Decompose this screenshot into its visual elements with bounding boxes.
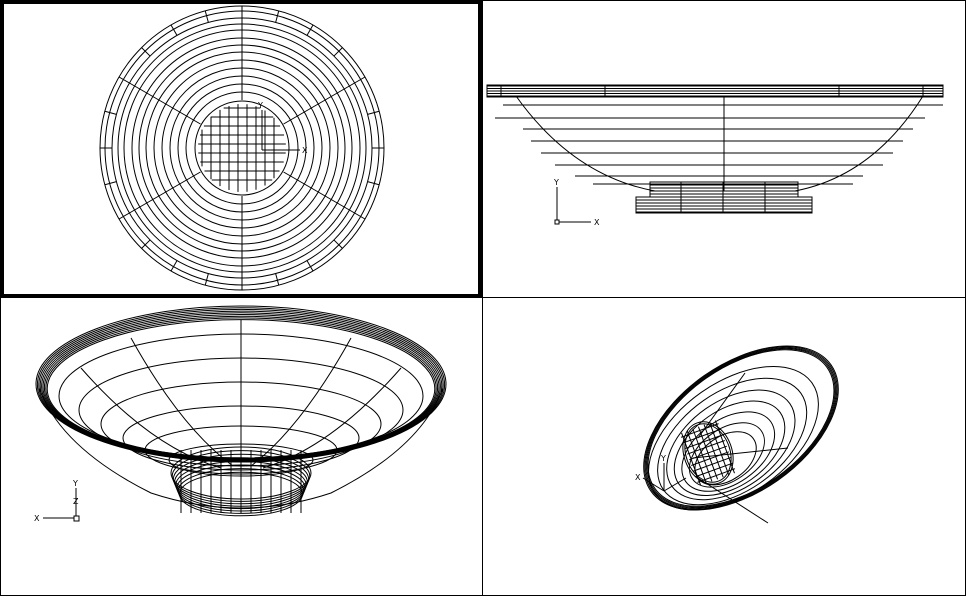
front-axis-x-label: X [594,218,600,227]
persp-axis-y-label: Y [72,479,78,488]
viewport-front[interactable]: X Y [482,0,966,298]
persp-axis-gizmo: X Y Z [34,479,80,523]
viewport-top[interactable]: X Y [0,0,482,298]
persp-axis-z-label: Z [73,497,79,506]
top-view-drawing: X Y [99,5,385,291]
top-axis-x-label: X [302,146,308,155]
viewport-perspective[interactable]: X Y Z [0,297,483,596]
iso-axis-x-label: X [635,473,641,482]
front-axis-gizmo: X Y [553,178,600,227]
iso-axis-y-label: Y [660,454,666,463]
top-axis-gizmo: X Y [257,101,308,155]
iso-axis-gizmo: X Y [635,454,687,492]
front-view-drawing: X Y [486,84,944,227]
viewport-isometric[interactable]: X Y [482,297,966,596]
persp-axis-x-label: X [34,514,40,523]
perspective-view-drawing: X Y Z [34,305,447,523]
top-axis-y-label: Y [257,101,263,110]
isometric-view-drawing: X Y [635,345,839,524]
front-axis-y-label: Y [553,178,559,187]
